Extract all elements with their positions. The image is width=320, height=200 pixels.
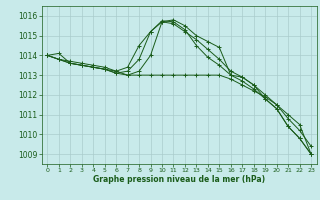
X-axis label: Graphe pression niveau de la mer (hPa): Graphe pression niveau de la mer (hPa) [93, 175, 265, 184]
